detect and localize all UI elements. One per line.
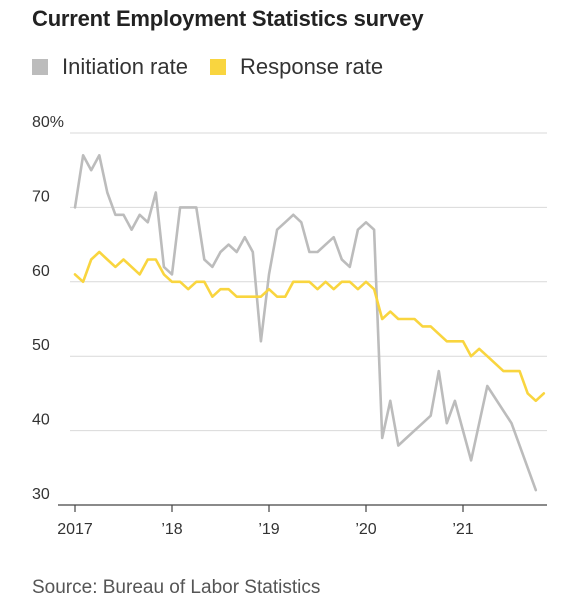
- legend-item-response: Response rate: [209, 54, 384, 80]
- legend-label-response: Response rate: [239, 54, 384, 79]
- legend-item-initiation: Initiation rate: [32, 54, 188, 80]
- chart-legend: Initiation rate Response rate: [32, 54, 405, 80]
- legend-swatch-response: [209, 59, 226, 75]
- x-axis: 2017 ’18 ’19 ’20 ’21: [57, 505, 474, 538]
- x-tick-label-2021: ’21: [452, 521, 473, 538]
- y-axis: 30 40 50 60 70 80%: [32, 114, 64, 503]
- y-tick-label-60: 60: [32, 263, 50, 280]
- x-tick-label-2019: ’19: [258, 521, 279, 538]
- y-tick-label-80: 80%: [32, 114, 64, 131]
- legend-swatch-initiation: [32, 59, 48, 75]
- x-tick-label-2017: 2017: [57, 521, 93, 538]
- series-lines: [73, 154, 546, 492]
- y-tick-label-70: 70: [32, 188, 50, 205]
- series-line-initiation-rate: [73, 154, 538, 492]
- chart-title: Current Employment Statistics survey: [32, 6, 424, 31]
- grid-lines: [58, 132, 547, 506]
- y-tick-label-40: 40: [32, 412, 50, 429]
- y-tick-label-50: 50: [32, 337, 50, 354]
- y-tick-label-30: 30: [32, 486, 50, 503]
- x-tick-label-2020: ’20: [355, 521, 376, 538]
- series-line-response-rate: [73, 250, 546, 403]
- legend-label-initiation: Initiation rate: [62, 54, 188, 79]
- x-tick-label-2018: ’18: [161, 521, 182, 538]
- source-note: Source: Bureau of Labor Statistics: [32, 577, 321, 598]
